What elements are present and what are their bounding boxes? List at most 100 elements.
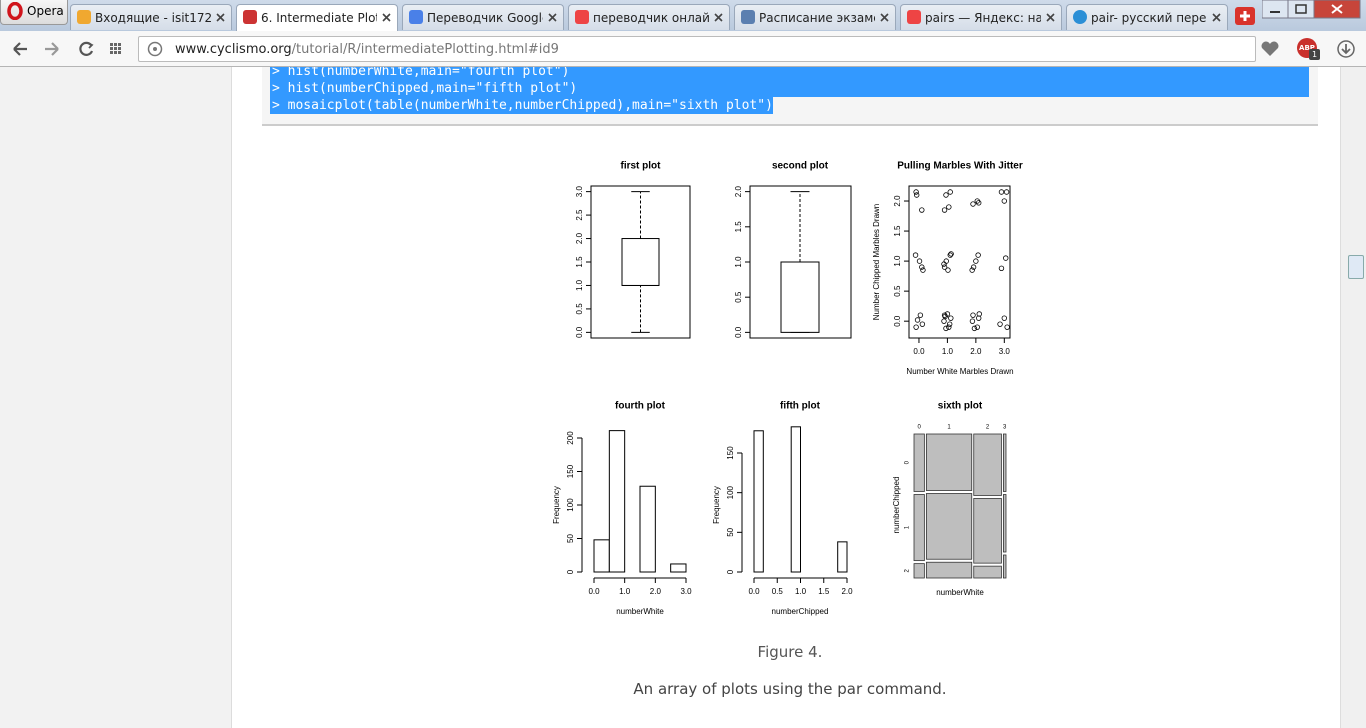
mosaic-cell [925, 561, 973, 579]
point [946, 204, 952, 210]
point [1003, 189, 1010, 195]
point [942, 313, 948, 320]
x-tick-label: 0.0 [588, 587, 600, 596]
scrollbar[interactable] [1340, 67, 1366, 728]
point [975, 252, 981, 258]
x-category-label: 0 [918, 425, 922, 431]
url-field[interactable]: www.cyclismo.org/tutorial/R/intermediate… [138, 36, 1256, 62]
tab-close[interactable] [382, 13, 391, 22]
tab-close[interactable] [880, 13, 889, 22]
nav-buttons[interactable] [10, 39, 130, 59]
point [947, 252, 953, 258]
tab-icon [907, 10, 921, 24]
x-tick-label: 2.0 [650, 587, 662, 596]
y-tick-label: 200 [566, 431, 575, 445]
tab-bar: Opera Входящие - isit17230 6. Intermedia… [0, 0, 1366, 32]
point [913, 189, 919, 195]
downloads[interactable] [1336, 39, 1356, 59]
y-tick-label: 150 [726, 446, 735, 460]
plot-title: sixth plot [938, 401, 983, 412]
x-tick-label: 1.0 [942, 347, 954, 356]
y-tick-label: 0 [726, 569, 735, 574]
tab-title: Входящие - isit17230 [95, 11, 211, 25]
x-axis-label: numberWhite [616, 607, 664, 616]
point [943, 325, 949, 332]
point [943, 192, 949, 198]
y-tick-label: 2.0 [893, 195, 902, 207]
point [948, 315, 954, 321]
box [780, 261, 820, 333]
y-tick-label: 1.0 [734, 256, 743, 268]
mosaic-cell [1003, 554, 1007, 579]
tab[interactable]: Входящие - isit17230 [70, 4, 232, 30]
y-tick-label: 150 [566, 464, 575, 478]
point [974, 324, 980, 330]
address-bar: www.cyclismo.org/tutorial/R/intermediate… [0, 31, 1366, 67]
window-controls[interactable] [1262, 0, 1362, 20]
url-host: www.cyclismo.org [175, 42, 292, 57]
code-line: > hist(numberChipped,main="fifth plot") [270, 80, 1309, 97]
scroll-thumb[interactable] [1348, 255, 1364, 279]
y-tick-label: 1.5 [893, 225, 902, 237]
mosaic-cell [1003, 433, 1007, 492]
tab[interactable]: переводчик онлайн [568, 4, 730, 30]
mosaic-cell [973, 498, 1002, 564]
bar [608, 430, 626, 573]
mosaic-cell [925, 433, 973, 491]
point [973, 258, 979, 264]
tab-icon [243, 10, 257, 24]
opera-label: Opera [27, 4, 64, 18]
tab-icon [1073, 10, 1087, 24]
adblock-count: 1 [1309, 49, 1320, 60]
tab-close[interactable] [1212, 13, 1221, 22]
point [970, 264, 977, 270]
site-info[interactable] [147, 41, 163, 57]
point [941, 207, 948, 213]
point [913, 324, 919, 330]
tab-close[interactable] [548, 13, 557, 22]
y-tick-label: 0.5 [893, 285, 902, 297]
y-tick-label: 1.0 [893, 255, 902, 267]
plot-frame [908, 185, 1011, 339]
point [941, 264, 948, 270]
y-tick-label: 100 [726, 485, 735, 499]
tab-close[interactable] [1046, 13, 1055, 22]
opera-menu[interactable]: Opera [0, 0, 68, 25]
y-category-label: 1 [905, 525, 911, 529]
mosaic-cell [973, 433, 1002, 496]
y-tick-label: 0.0 [575, 326, 584, 338]
tab[interactable]: Переводчик Google [402, 4, 564, 30]
tab[interactable]: pairs — Яндекс: най [900, 4, 1062, 30]
mosaic-cell [913, 563, 925, 579]
tab[interactable]: Расписание экзамен [734, 4, 896, 30]
x-tick-label: 1.0 [795, 587, 807, 596]
point [971, 325, 978, 332]
point [919, 321, 926, 327]
point [970, 201, 976, 207]
point [946, 321, 953, 327]
tab[interactable]: pair- русский перев [1066, 4, 1228, 30]
y-tick-label: 3.0 [575, 186, 584, 198]
tab[interactable]: 6. Intermediate Plotti [236, 4, 398, 32]
tab-close[interactable] [714, 13, 723, 22]
opera-logo [7, 2, 23, 20]
point [919, 264, 925, 270]
point [998, 189, 1005, 195]
bookmark-heart[interactable] [1260, 40, 1280, 58]
figure-label: Figure 4. [757, 643, 823, 661]
point [920, 267, 926, 273]
x-category-label: 1 [947, 425, 951, 431]
plot-title: fifth plot [780, 401, 821, 412]
point [970, 312, 976, 318]
code-block: > hist(numberWhite,main="fourth plot") >… [262, 67, 1318, 126]
code-line: > hist(numberWhite,main="fourth plot") [270, 67, 1309, 80]
new-tab[interactable] [1234, 6, 1256, 26]
bar [790, 426, 802, 573]
y-tick-label: 1.0 [575, 279, 584, 291]
tab-title: Расписание экзамен [759, 11, 875, 25]
tab-close[interactable] [216, 13, 225, 22]
y-tick-label: 0.5 [575, 303, 584, 315]
